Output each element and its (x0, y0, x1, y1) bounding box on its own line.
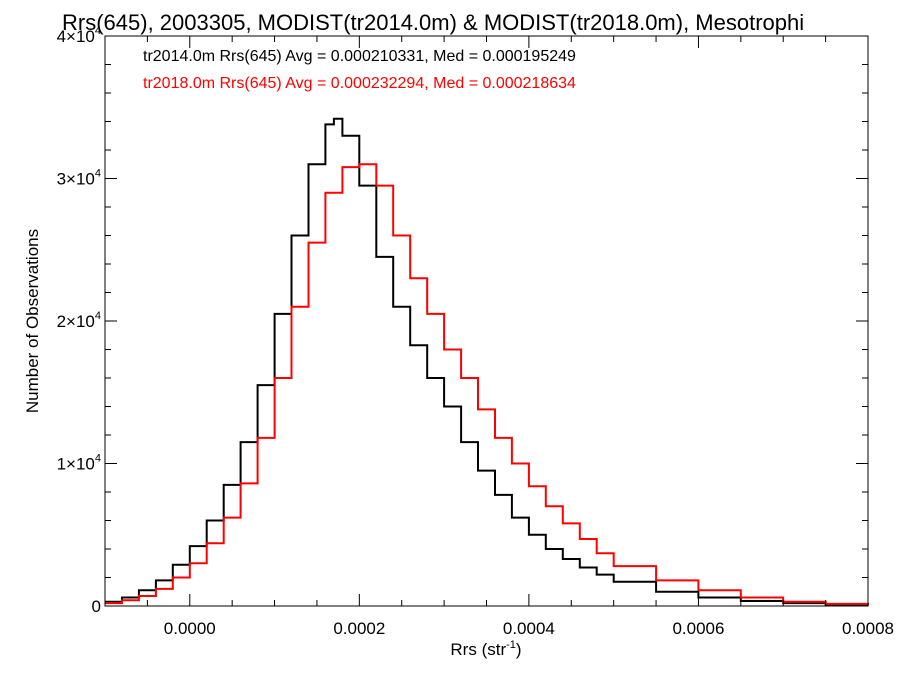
x-axis-label-sup: -1 (506, 639, 516, 651)
x-axis-ticks: 0.0000 0.0002 0.0004 0.0006 0.0008 (104, 36, 894, 638)
x-axis-label: Rrs (str-1) (450, 639, 521, 659)
legend: tr2014.0m Rrs(645) Avg = 0.000210331, Me… (143, 48, 576, 92)
y-tick-label: 1×104 (57, 453, 101, 474)
series-2-line (105, 163, 869, 605)
series-1-line (105, 117, 869, 606)
series-layer (105, 117, 869, 606)
x-tick-label: 0.0002 (333, 619, 385, 638)
y-tick-label: 2×104 (57, 310, 101, 331)
x-tick-label: 0.0006 (672, 619, 724, 638)
x-tick-label: 0.0000 (164, 619, 216, 638)
x-tick-label: 0.0004 (503, 619, 555, 638)
y-tick-label: 3×104 (57, 168, 101, 189)
y-tick-label: 4×104 (57, 25, 101, 46)
x-axis-label-close: ) (516, 640, 522, 659)
legend-entry-2: tr2018.0m Rrs(645) Avg = 0.000232294, Me… (143, 75, 576, 92)
x-tick-label: 0.0008 (842, 619, 894, 638)
x-axis-label-main: Rrs (str (450, 640, 506, 659)
y-axis-label: Number of Observations (23, 229, 42, 413)
y-axis-ticks: 0 1×104 2×104 3×104 4×104 (57, 25, 868, 616)
chart-title: Rrs(645), 2003305, MODIST(tr2014.0m) & M… (62, 10, 804, 35)
y-tick-label: 0 (92, 597, 101, 616)
legend-entry-1: tr2014.0m Rrs(645) Avg = 0.000210331, Me… (143, 48, 576, 65)
